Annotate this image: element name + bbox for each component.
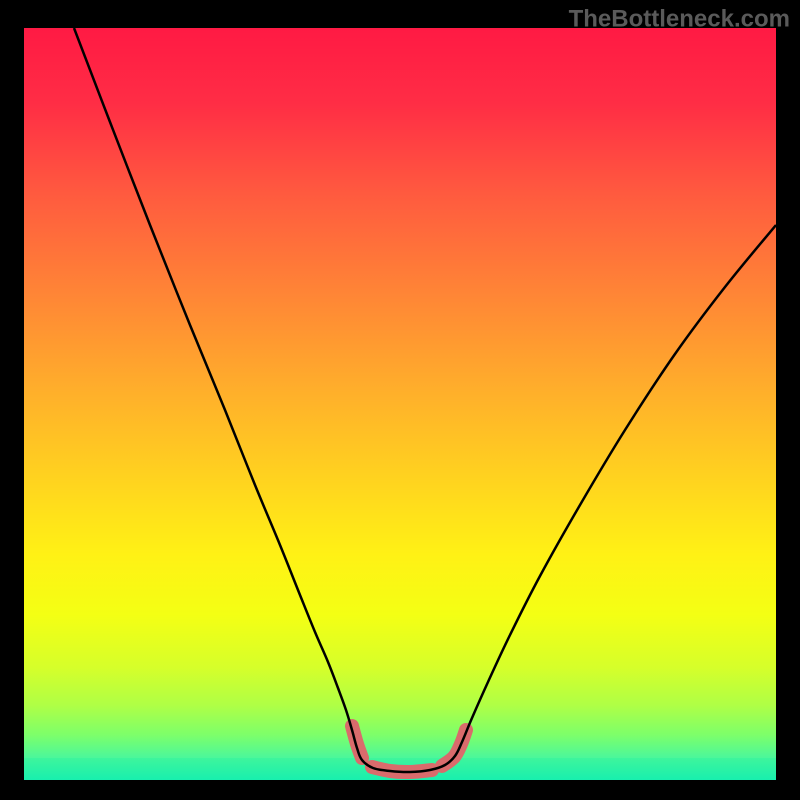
gradient-background bbox=[24, 28, 776, 780]
chart-plot-area bbox=[24, 28, 776, 780]
watermark-text: TheBottleneck.com bbox=[569, 5, 790, 32]
